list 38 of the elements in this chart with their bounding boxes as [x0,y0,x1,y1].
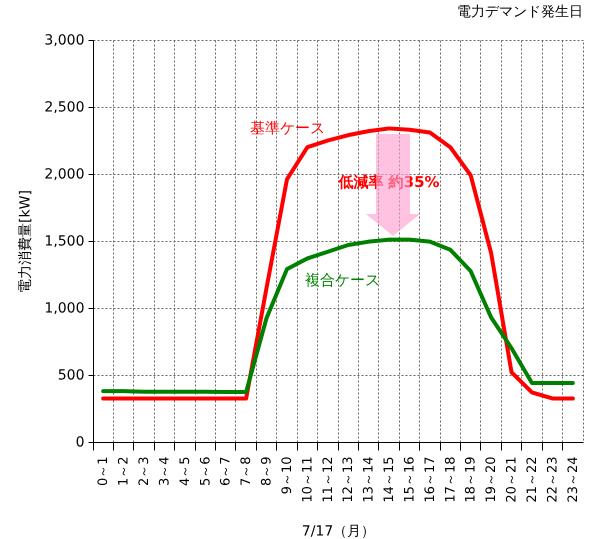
x-tick-label: 12～13 [341,456,356,503]
x-tick-label: 23～24 [566,456,581,503]
x-tick-label: 4～5 [178,456,193,486]
x-tick-label: 11～12 [320,456,336,503]
chart-title: 電力デマンド発生日 [457,4,583,20]
x-tick-label: 2～3 [137,456,152,486]
y-tick-label: 0 [76,434,84,450]
y-tick-label: 2,000 [44,166,84,182]
x-tick-label: 1～2 [116,456,132,486]
y-axis-title: 電力消費量[kW] [17,190,34,293]
x-tick-label: 19～20 [484,456,500,503]
x-tick-label: 6～7 [218,456,234,486]
annotation: 低減率 約35% [337,173,440,191]
x-tick-label: 9～10 [280,456,295,494]
series-label: 複合ケース [305,271,380,289]
y-tick-label: 1,000 [44,300,84,316]
x-tick-label: 22～23 [545,456,560,503]
y-tick-label: 3,000 [44,32,84,48]
series-label: 基準ケース [250,119,325,137]
x-tick-label: 5～6 [198,456,214,486]
x-tick-label: 13～14 [362,456,377,503]
x-tick-label: 20～21 [504,456,520,503]
x-tick-label: 8～9 [260,456,275,486]
x-tick-label: 15～16 [402,456,418,503]
x-tick-label: 0～1 [96,456,112,486]
x-tick-label: 7～8 [239,456,254,486]
x-tick-label: 14～15 [382,456,398,503]
x-tick-label: 10～11 [300,456,316,503]
x-tick-label: 17～18 [443,456,458,503]
x-tick-label: 16～17 [422,456,438,503]
x-axis-title: 7/17（月） [302,524,376,539]
y-tick-label: 1,500 [44,234,84,250]
x-tick-label: 21～22 [524,456,540,503]
y-tick-label: 2,500 [44,100,84,116]
line-series [101,238,575,394]
y-tick-label: 500 [58,368,84,384]
x-tick-label: 18～19 [464,456,479,503]
x-tick-label: 3～4 [157,456,172,486]
